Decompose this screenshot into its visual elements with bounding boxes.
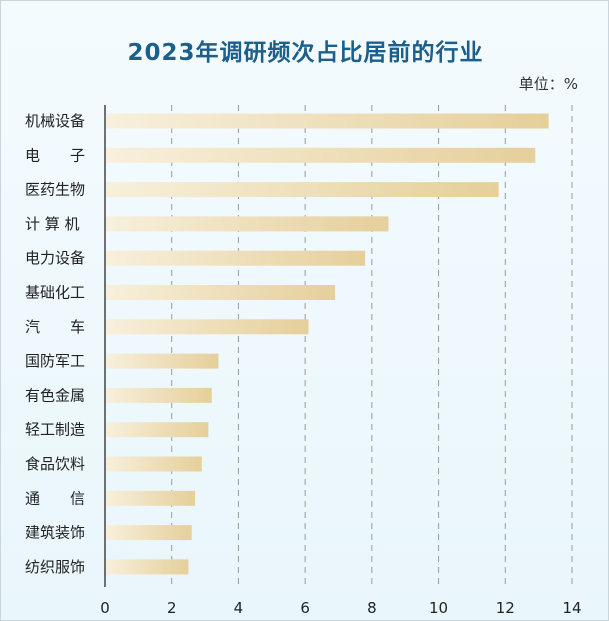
bar-8 <box>105 353 219 369</box>
bar-10 <box>105 422 209 438</box>
category-label: 电力设备 <box>25 249 85 267</box>
bar-13 <box>105 525 192 541</box>
chart-title: 2023年调研频次占比居前的行业 <box>127 40 484 66</box>
x-tick-label: 4 <box>234 599 244 617</box>
category-label: 汽 车 <box>25 318 85 336</box>
bar-2 <box>105 147 536 163</box>
category-label: 医药生物 <box>25 181 85 199</box>
category-label: 通 信 <box>25 489 85 507</box>
bar-14 <box>105 559 189 575</box>
x-tick-label: 2 <box>167 599 177 617</box>
bar-12 <box>105 490 196 506</box>
unit-label: 单位：% <box>518 75 578 93</box>
category-label: 电 子 <box>25 146 85 164</box>
category-label: 建筑装饰 <box>25 524 85 542</box>
x-tick-label: 0 <box>100 599 110 617</box>
x-tick-label: 14 <box>562 599 581 617</box>
category-label: 基础化工 <box>25 284 85 302</box>
bar-6 <box>105 285 336 300</box>
bar-11 <box>105 456 202 472</box>
category-label: 机械设备 <box>25 112 85 130</box>
x-tick-label: 10 <box>429 599 448 617</box>
x-tick-label: 6 <box>300 599 310 617</box>
category-label: 国防军工 <box>25 352 85 370</box>
bar-9 <box>105 387 212 403</box>
x-tick-label: 8 <box>367 599 377 617</box>
bar-3 <box>105 182 499 198</box>
category-label: 食品饮料 <box>25 455 85 473</box>
bar-4 <box>105 216 389 232</box>
bar-7 <box>105 319 309 335</box>
category-label: 轻工制造 <box>25 421 85 439</box>
bar-5 <box>105 250 366 266</box>
x-tick-label: 12 <box>496 599 515 617</box>
category-label: 计 算 机 <box>25 215 80 233</box>
bar-1 <box>105 113 549 129</box>
category-label: 有色金属 <box>25 386 85 404</box>
category-label: 纺织服饰 <box>25 558 85 576</box>
